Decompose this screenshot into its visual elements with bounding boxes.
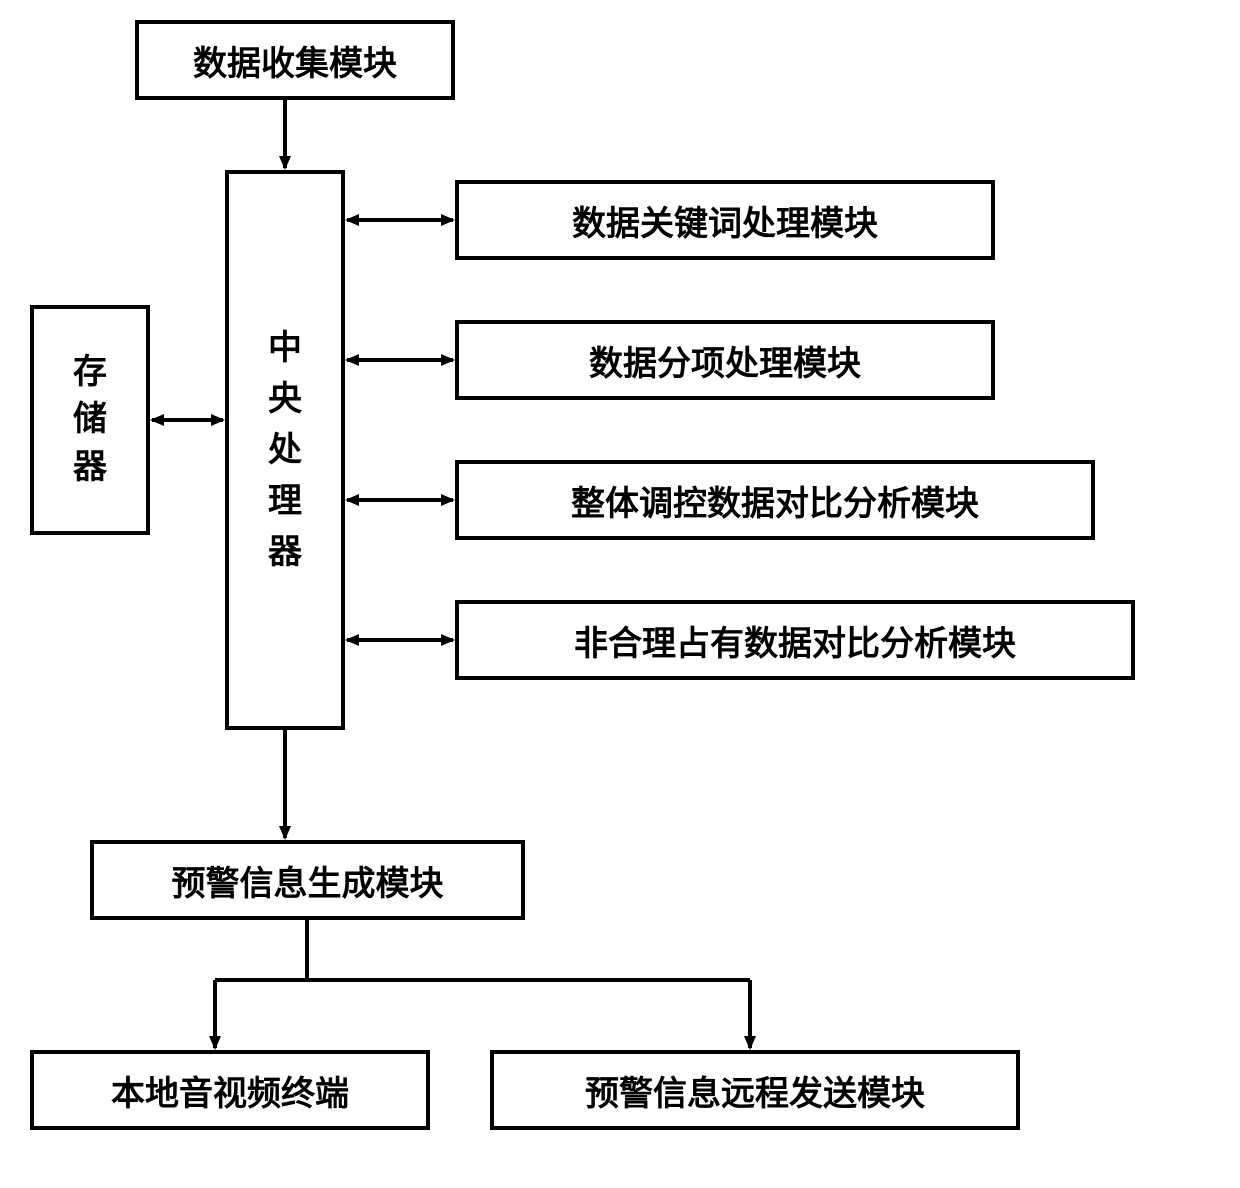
- connectors-svg: [0, 0, 1240, 1188]
